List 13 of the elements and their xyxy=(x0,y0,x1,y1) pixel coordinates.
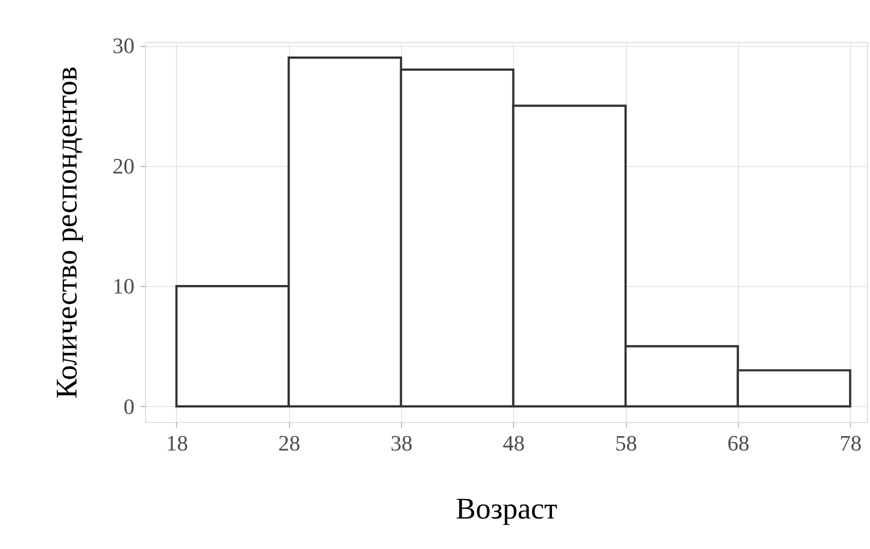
x-tick-label: 18 xyxy=(166,430,188,456)
x-axis-title: Возраст xyxy=(456,492,558,526)
y-tick-label: 0 xyxy=(124,394,134,419)
x-tick-label: 78 xyxy=(840,430,862,456)
x-tick-label: 58 xyxy=(615,430,638,456)
y-tick-label: 20 xyxy=(112,153,134,178)
y-tick-label: 10 xyxy=(112,274,134,299)
x-tick-label: 28 xyxy=(278,430,300,456)
y-tick-label: 30 xyxy=(112,33,134,58)
x-tick-label: 48 xyxy=(502,430,525,456)
y-axis-title: Количество респондентов xyxy=(50,66,84,399)
x-tick-label: 38 xyxy=(390,430,413,456)
x-tick-label: 68 xyxy=(727,430,750,456)
